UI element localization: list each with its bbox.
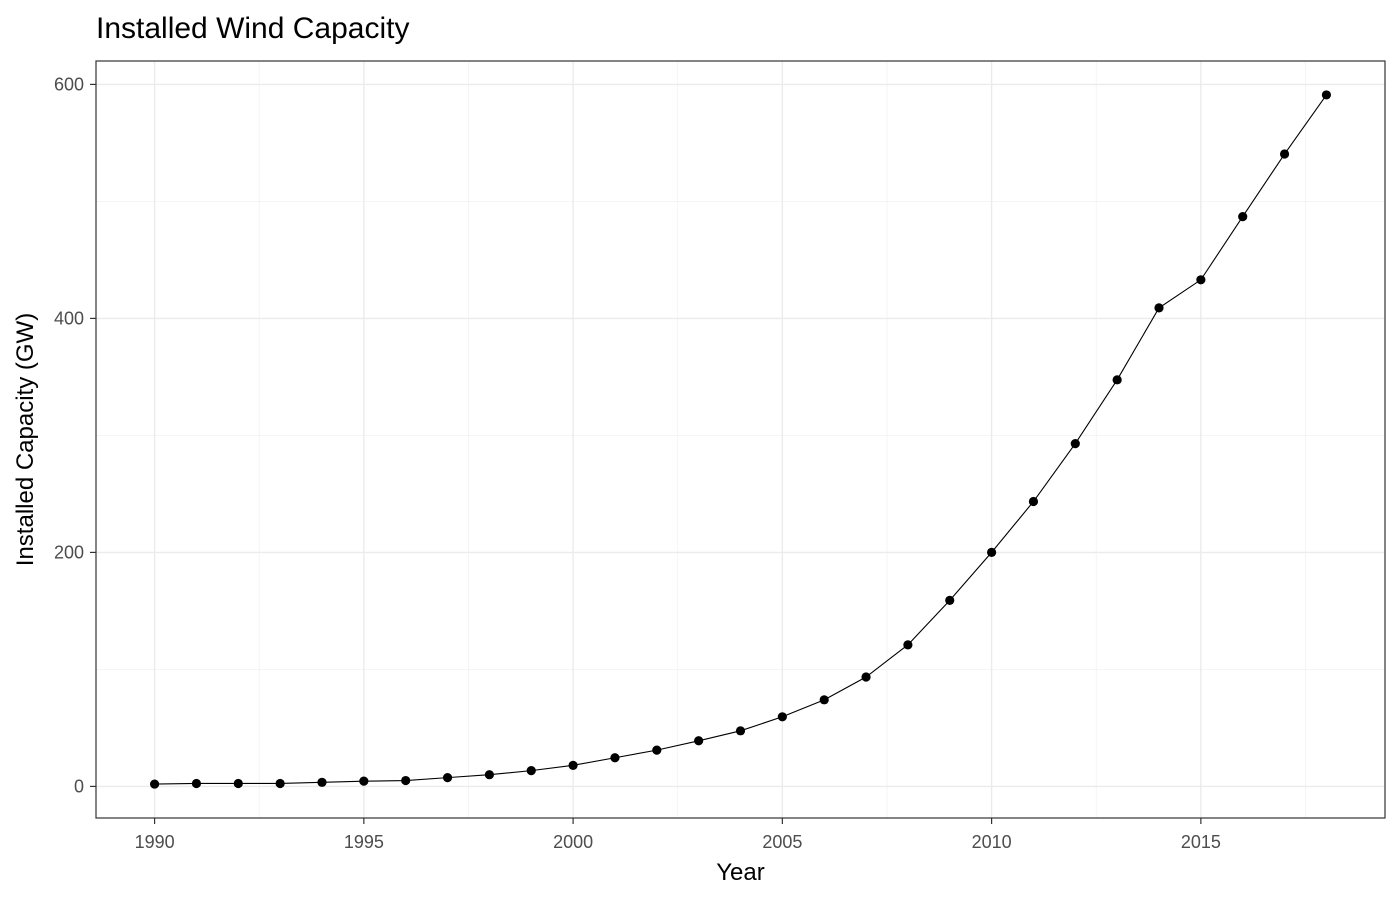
data-point — [401, 775, 411, 786]
x-axis-title: Year — [716, 859, 765, 886]
x-tick-label: 1990 — [135, 832, 175, 852]
y-tick-label: 400 — [54, 308, 84, 328]
x-tick-label: 1995 — [344, 832, 384, 852]
data-point — [1238, 212, 1248, 222]
data-point — [1154, 303, 1164, 313]
y-axis-title: Installed Capacity (GW) — [12, 313, 39, 566]
data-point — [1321, 90, 1332, 100]
y-tick-label: 200 — [54, 542, 84, 562]
x-tick-label: 2010 — [972, 832, 1012, 852]
grid — [96, 61, 1385, 818]
data-point — [191, 778, 202, 789]
panel-border — [95, 60, 1386, 819]
data-point — [484, 770, 494, 780]
data-point — [610, 753, 620, 763]
series — [149, 90, 1332, 789]
data-point — [317, 777, 327, 787]
chart-title: Installed Wind Capacity — [96, 12, 409, 45]
data-point — [568, 760, 578, 770]
x-tick-label: 2000 — [553, 832, 593, 852]
data-point — [442, 773, 453, 783]
data-point — [1028, 496, 1039, 507]
y-tick-label: 600 — [54, 74, 84, 94]
data-point — [861, 672, 871, 682]
data-point — [987, 547, 997, 558]
data-point — [233, 778, 243, 789]
data-point — [1196, 275, 1206, 285]
data-point — [903, 640, 913, 650]
data-point — [777, 712, 787, 722]
data-point — [694, 736, 704, 746]
series-line — [154, 94, 1327, 785]
x-tick-label: 2015 — [1181, 832, 1221, 852]
y-tick-label: 0 — [74, 776, 84, 796]
data-point — [1112, 375, 1122, 385]
data-point — [149, 779, 160, 789]
data-point — [735, 726, 746, 736]
data-point — [359, 776, 369, 786]
axes: 1990 1995 2000 2005 2010 2015 0 200 400 600 — [54, 74, 1221, 852]
x-tick-label: 2005 — [762, 832, 802, 852]
data-point — [652, 745, 662, 755]
data-point — [945, 595, 955, 605]
data-point — [526, 766, 536, 776]
data-point — [1070, 438, 1080, 449]
data-point — [819, 695, 829, 705]
data-point — [275, 778, 285, 789]
data-point — [1279, 149, 1290, 159]
